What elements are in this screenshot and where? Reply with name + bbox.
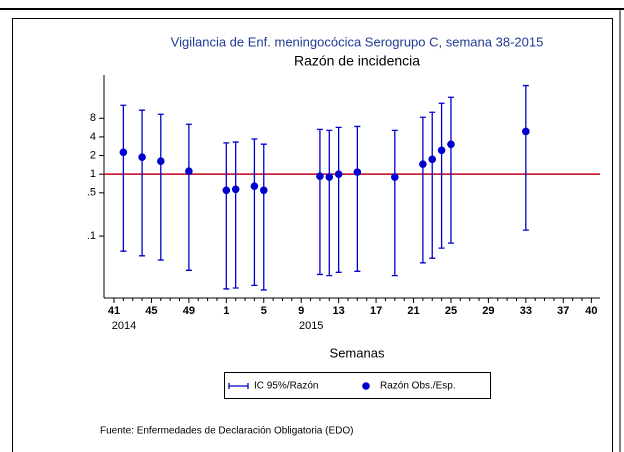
point [185,167,193,175]
legend [224,372,491,399]
error-bar [447,96,454,244]
x-tick-label: 37 [557,305,569,317]
x-tick-label: 40 [585,305,597,317]
x-tick-label: 9 [298,305,304,317]
point [157,157,165,166]
error-bar [139,109,146,257]
y-tick-label: .5 [87,187,96,199]
legend-swatch [362,382,370,390]
point [325,173,334,181]
point [522,127,530,136]
y-tick-label: 4 [90,131,96,143]
point [437,146,446,155]
point [119,148,128,157]
error-bar [391,129,398,277]
point [391,173,399,181]
error-bar [419,116,426,264]
point [428,155,437,164]
x-tick-label: 13 [333,305,345,317]
y-tick-label: 2 [90,149,96,161]
x-tick-label: 5 [261,305,267,317]
year-label: 2014 [112,320,136,332]
x-tick-label: 33 [520,305,532,317]
chart-subtitle: Razón de incidencia [294,53,420,69]
error-bar [522,84,529,231]
error-bar [260,143,267,291]
x-tick-label: 41 [108,305,120,317]
x-tick-label: 17 [370,305,382,317]
legend-label: IC 95%/Razón [254,381,318,392]
error-bar [157,113,164,261]
point [353,168,362,176]
legend-label: Razón Obs./Esp. [380,381,456,392]
y-tick-label: .1 [87,230,96,242]
error-bar [185,123,192,271]
point [259,186,268,195]
error-bar [438,102,445,249]
error-bar [316,128,323,276]
point [316,172,324,180]
chart-title: Vigilancia de Enf. meningocócica Serogru… [171,34,544,49]
x-tick-label: 21 [407,305,419,317]
y-tick-label: 1 [90,168,96,180]
error-bar [354,125,361,272]
x-tick-label: 49 [183,305,195,317]
x-tick-label: 1 [223,305,229,317]
error-bar [326,129,333,277]
error-bar [120,104,127,252]
source-note: Fuente: Enfermedades de Declaración Obli… [100,426,353,437]
x-axis-title: Semanas [330,345,385,360]
x-tick-label: 45 [145,305,157,317]
year-label: 2015 [299,320,323,332]
point [222,186,231,195]
point [334,170,343,178]
error-bar [335,126,342,273]
error-bar [429,111,436,259]
x-tick-label: 25 [445,305,457,317]
legend-swatch [228,383,249,389]
point [419,160,427,168]
error-bar [223,142,230,290]
x-tick-label: 29 [482,305,494,317]
point [138,153,146,162]
point [250,182,259,190]
error-bar [251,138,258,287]
y-tick-label: 8 [90,112,96,124]
point [231,185,240,194]
point [447,140,455,149]
error-bar [232,141,239,289]
